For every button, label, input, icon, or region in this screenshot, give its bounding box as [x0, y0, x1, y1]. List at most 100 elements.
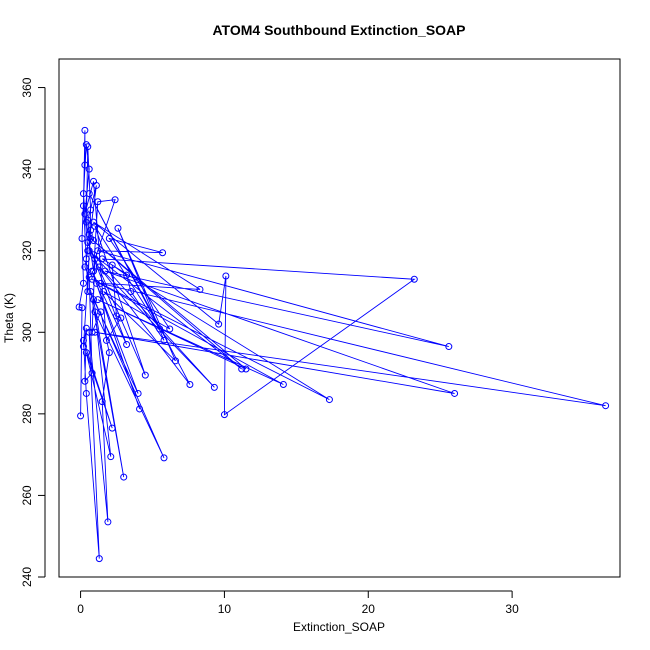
data-point: [82, 255, 90, 263]
y-tick-label: 300: [20, 322, 34, 342]
data-point: [123, 341, 131, 349]
data-point: [91, 308, 99, 316]
data-point: [108, 261, 116, 269]
y-tick-label: 240: [20, 567, 34, 587]
data-point: [111, 196, 119, 204]
data-point: [85, 273, 93, 281]
data-point: [88, 369, 96, 377]
data-point: [81, 210, 89, 218]
data-point: [101, 267, 109, 275]
plot-frame: [58, 58, 621, 578]
data-point: [123, 271, 131, 279]
data-point: [215, 320, 223, 328]
data-point: [325, 396, 333, 404]
data-point: [602, 402, 610, 410]
data-point: [84, 287, 92, 295]
data-point: [79, 279, 87, 287]
data-point: [279, 380, 287, 388]
data-point: [108, 424, 116, 432]
y-axis: 240 260 280 300 320 340 360: [20, 77, 46, 587]
data-point: [88, 267, 96, 275]
x-axis-label: Extinction_SOAP: [293, 620, 385, 634]
data-point: [141, 371, 149, 379]
data-point: [134, 389, 142, 397]
data-point: [156, 325, 164, 333]
data-point: [81, 377, 89, 385]
data-point: [117, 314, 125, 322]
data-point: [160, 336, 168, 344]
data-point: [94, 247, 102, 255]
data-point: [100, 287, 108, 295]
data-point: [82, 389, 90, 397]
y-tick-label: 260: [20, 485, 34, 505]
x-tick-label: 0: [77, 602, 84, 616]
data-point: [92, 279, 100, 287]
data-point: [91, 328, 99, 336]
data-point: [166, 325, 174, 333]
data-point: [120, 473, 128, 481]
data-point: [104, 518, 112, 526]
data-point: [84, 143, 92, 151]
data-point: [81, 161, 89, 169]
data-point: [220, 411, 228, 419]
data-point: [90, 296, 98, 304]
data-point: [82, 218, 90, 226]
data-point: [87, 206, 95, 214]
data-point: [196, 285, 204, 293]
data-point: [78, 234, 86, 242]
data-point: [87, 226, 95, 234]
data-point: [79, 190, 87, 198]
data-point: [97, 279, 105, 287]
data-point: [95, 263, 103, 271]
x-tick-label: 30: [505, 602, 519, 616]
data-point: [88, 328, 96, 336]
data-point: [94, 296, 102, 304]
data-point: [238, 365, 246, 373]
data-point: [90, 251, 98, 259]
data-point: [82, 324, 90, 332]
data-point: [445, 343, 453, 351]
x-axis: 0 10 20 30: [77, 590, 519, 616]
data-point: [186, 380, 194, 388]
series-line: [78, 130, 606, 559]
data-point: [78, 304, 86, 312]
data-point: [79, 202, 87, 210]
data-point: [91, 222, 99, 230]
data-point: [210, 383, 218, 391]
data-point: [81, 263, 89, 271]
data-point: [105, 349, 113, 357]
y-tick-label: 340: [20, 159, 34, 179]
y-tick-label: 280: [20, 404, 34, 424]
data-point: [113, 312, 121, 320]
data-point: [82, 141, 90, 149]
data-series: [75, 126, 610, 563]
chart-title: ATOM4 Southbound Extinction_SOAP: [212, 22, 465, 38]
data-point: [160, 454, 168, 462]
data-point: [91, 255, 99, 263]
data-point: [77, 412, 85, 420]
data-point: [114, 224, 122, 232]
data-point: [107, 453, 115, 461]
data-point: [95, 555, 103, 563]
data-point: [410, 275, 418, 283]
y-axis-label: Theta (K): [2, 293, 16, 343]
data-point: [451, 389, 459, 397]
data-point: [84, 247, 92, 255]
data-point: [82, 349, 90, 357]
data-point: [127, 287, 135, 295]
y-tick-label: 320: [20, 240, 34, 260]
data-point: [94, 198, 102, 206]
data-point: [79, 343, 87, 351]
data-point: [98, 255, 106, 263]
data-point: [136, 405, 144, 413]
data-point: [105, 234, 113, 242]
data-point: [172, 357, 180, 365]
data-point: [81, 126, 89, 134]
data-point: [242, 365, 250, 373]
data-point: [92, 181, 100, 189]
data-point: [159, 249, 167, 257]
data-point: [90, 237, 98, 245]
data-point: [222, 272, 230, 280]
y-tick-label: 360: [20, 77, 34, 97]
